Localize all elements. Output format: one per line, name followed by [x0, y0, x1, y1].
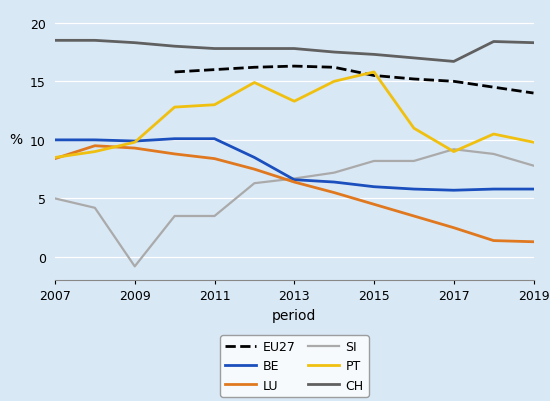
CH [371, 53, 377, 58]
LU [172, 152, 178, 157]
EU27 [291, 65, 298, 69]
SI [371, 159, 377, 164]
CH [410, 57, 417, 61]
EU27 [211, 68, 218, 73]
Line: LU: LU [55, 146, 534, 242]
PT [91, 150, 98, 155]
Line: SI: SI [55, 150, 534, 267]
LU [371, 203, 377, 207]
SI [211, 214, 218, 219]
BE [530, 187, 537, 192]
CH [491, 40, 497, 45]
EU27 [450, 80, 457, 85]
EU27 [530, 91, 537, 96]
SI [410, 159, 417, 164]
BE [251, 156, 257, 160]
SI [491, 152, 497, 157]
CH [172, 45, 178, 49]
CH [530, 41, 537, 46]
PT [530, 140, 537, 145]
EU27 [331, 66, 338, 71]
PT [450, 150, 457, 155]
LU [91, 144, 98, 149]
SI [331, 171, 338, 176]
CH [131, 41, 138, 46]
BE [491, 187, 497, 192]
EU27 [251, 66, 257, 71]
SI [91, 206, 98, 211]
BE [331, 180, 338, 185]
PT [410, 126, 417, 131]
BE [91, 138, 98, 143]
BE [211, 137, 218, 142]
LU [291, 180, 298, 185]
LU [410, 214, 417, 219]
PT [491, 132, 497, 137]
PT [251, 81, 257, 86]
LU [211, 157, 218, 162]
PT [331, 80, 338, 85]
CH [91, 39, 98, 44]
CH [251, 47, 257, 52]
PT [172, 105, 178, 110]
LU [331, 191, 338, 196]
EU27 [410, 77, 417, 82]
BE [291, 178, 298, 182]
BE [172, 137, 178, 142]
CH [450, 60, 457, 65]
LU [530, 240, 537, 245]
BE [131, 139, 138, 144]
SI [450, 148, 457, 152]
Line: PT: PT [55, 73, 534, 158]
BE [410, 187, 417, 192]
SI [251, 181, 257, 186]
X-axis label: period: period [272, 308, 316, 322]
LU [131, 146, 138, 151]
Line: BE: BE [55, 140, 534, 191]
SI [131, 264, 138, 269]
EU27 [371, 74, 377, 79]
PT [371, 70, 377, 75]
SI [172, 214, 178, 219]
BE [52, 138, 58, 143]
SI [52, 196, 58, 201]
BE [371, 185, 377, 190]
CH [52, 39, 58, 44]
Legend: EU27, BE, LU, SI, PT, CH: EU27, BE, LU, SI, PT, CH [220, 335, 368, 397]
LU [491, 239, 497, 243]
CH [211, 47, 218, 52]
LU [52, 157, 58, 162]
CH [291, 47, 298, 52]
PT [52, 156, 58, 160]
LU [251, 167, 257, 172]
BE [450, 188, 457, 193]
CH [331, 51, 338, 55]
EU27 [172, 70, 178, 75]
PT [291, 99, 298, 104]
PT [131, 140, 138, 145]
Y-axis label: %: % [10, 132, 23, 146]
Line: CH: CH [55, 41, 534, 62]
LU [450, 226, 457, 231]
Line: EU27: EU27 [175, 67, 534, 94]
SI [291, 177, 298, 182]
EU27 [491, 85, 497, 90]
SI [530, 164, 537, 169]
PT [211, 103, 218, 108]
